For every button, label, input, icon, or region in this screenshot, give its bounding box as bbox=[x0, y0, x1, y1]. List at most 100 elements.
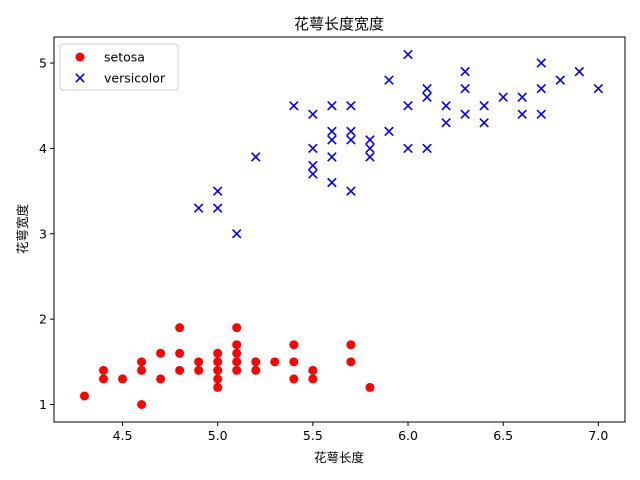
setosa-point bbox=[98, 374, 108, 384]
x-axis: 4.5 5.0 5.5 6.0 6.5 7.0 bbox=[113, 422, 608, 443]
setosa-point bbox=[98, 365, 108, 375]
versicolor-point bbox=[327, 100, 337, 111]
versicolor-point bbox=[231, 229, 242, 239]
x-tick-label: 7.0 bbox=[588, 428, 608, 443]
versicolor-point bbox=[308, 109, 318, 120]
versicolor-point bbox=[403, 100, 413, 111]
setosa-point bbox=[365, 382, 375, 392]
versicolor-point bbox=[422, 83, 432, 94]
versicolor-point bbox=[479, 100, 489, 111]
chart-title: 花萼长度宽度 bbox=[294, 15, 384, 33]
y-tick-label: 4 bbox=[39, 141, 47, 156]
y-tick-label: 3 bbox=[39, 226, 47, 241]
versicolor-point bbox=[346, 100, 356, 111]
setosa-point bbox=[251, 357, 261, 367]
versicolor-point bbox=[403, 143, 413, 154]
versicolor-point bbox=[536, 58, 547, 68]
setosa-point bbox=[289, 374, 299, 384]
setosa-point bbox=[79, 391, 89, 401]
y-tick-label: 5 bbox=[39, 56, 47, 71]
versicolor-point bbox=[460, 66, 470, 77]
setosa-point bbox=[251, 365, 261, 375]
setosa-point bbox=[270, 357, 280, 367]
setosa-point bbox=[289, 357, 299, 367]
setosa-point bbox=[213, 357, 223, 367]
setosa-point bbox=[156, 348, 166, 358]
versicolor-point bbox=[365, 143, 375, 154]
y-tick-label: 2 bbox=[39, 312, 47, 327]
setosa-point bbox=[308, 374, 318, 384]
x-tick-label: 5.5 bbox=[303, 428, 323, 443]
versicolor-point bbox=[327, 152, 337, 162]
setosa-point bbox=[137, 357, 147, 367]
versicolor-point bbox=[308, 143, 318, 154]
setosa-point bbox=[308, 365, 318, 375]
legend-box bbox=[59, 43, 179, 91]
versicolor-point bbox=[384, 75, 394, 85]
data-marks bbox=[79, 49, 604, 409]
versicolor-point bbox=[384, 126, 394, 137]
setosa-point bbox=[289, 340, 299, 350]
y-tick-label: 1 bbox=[39, 397, 47, 412]
setosa-point bbox=[232, 340, 242, 350]
versicolor-point bbox=[517, 92, 527, 102]
x-tick-label: 4.5 bbox=[113, 428, 133, 443]
versicolor-point bbox=[346, 186, 356, 196]
versicolor-point bbox=[327, 126, 337, 137]
legend-label: versicolor bbox=[104, 71, 166, 86]
x-tick-label: 6.5 bbox=[493, 428, 513, 443]
versicolor-point bbox=[212, 203, 223, 213]
setosa-point bbox=[194, 357, 204, 367]
versicolor-point bbox=[422, 143, 432, 154]
versicolor-point bbox=[346, 135, 356, 145]
versicolor-point bbox=[517, 109, 527, 120]
setosa-point bbox=[137, 400, 147, 409]
setosa-point bbox=[346, 340, 356, 350]
setosa-point bbox=[175, 323, 185, 333]
versicolor-point bbox=[403, 49, 413, 60]
x-tick-label: 5.0 bbox=[208, 428, 228, 443]
x-tick-label: 6.0 bbox=[398, 428, 418, 443]
versicolor-point bbox=[308, 160, 318, 171]
versicolor-point bbox=[593, 83, 604, 94]
setosa-point bbox=[213, 348, 223, 358]
legend-label: setosa bbox=[104, 50, 145, 65]
y-axis-label: 花萼宽度 bbox=[15, 204, 30, 255]
versicolor-point bbox=[365, 152, 375, 162]
versicolor-point bbox=[422, 92, 432, 102]
setosa-point bbox=[232, 348, 242, 358]
versicolor-point bbox=[212, 186, 223, 196]
setosa-legend-marker bbox=[75, 52, 85, 62]
versicolor-point bbox=[555, 75, 566, 85]
versicolor-point bbox=[346, 126, 356, 137]
x-axis-label: 花萼长度 bbox=[314, 450, 365, 465]
setosa-point bbox=[232, 357, 242, 367]
plot-area bbox=[54, 37, 625, 422]
versicolor-point bbox=[536, 109, 547, 120]
versicolor-point bbox=[365, 135, 375, 145]
setosa-point bbox=[232, 365, 242, 375]
versicolor-point bbox=[250, 152, 261, 162]
setosa-point bbox=[346, 357, 356, 367]
versicolor-point bbox=[536, 83, 547, 94]
versicolor-point bbox=[460, 83, 470, 94]
versicolor-point bbox=[308, 169, 318, 179]
setosa-point bbox=[156, 374, 166, 384]
versicolor-point bbox=[574, 66, 585, 77]
setosa-point bbox=[213, 365, 223, 375]
y-axis: 1 2 3 4 5 bbox=[39, 56, 54, 412]
versicolor-point bbox=[479, 118, 489, 128]
versicolor-point bbox=[460, 109, 470, 120]
versicolor-point bbox=[327, 177, 337, 188]
versicolor-point bbox=[441, 100, 451, 111]
versicolor-point bbox=[327, 135, 337, 145]
plot-frame bbox=[53, 36, 626, 423]
versicolor-legend-marker bbox=[75, 73, 85, 83]
legend: setosa versicolor bbox=[59, 43, 179, 91]
setosa-point bbox=[175, 365, 185, 375]
setosa-point bbox=[213, 374, 223, 384]
versicolor-point bbox=[498, 92, 508, 102]
setosa-point bbox=[175, 348, 185, 358]
versicolor-point bbox=[441, 118, 451, 128]
